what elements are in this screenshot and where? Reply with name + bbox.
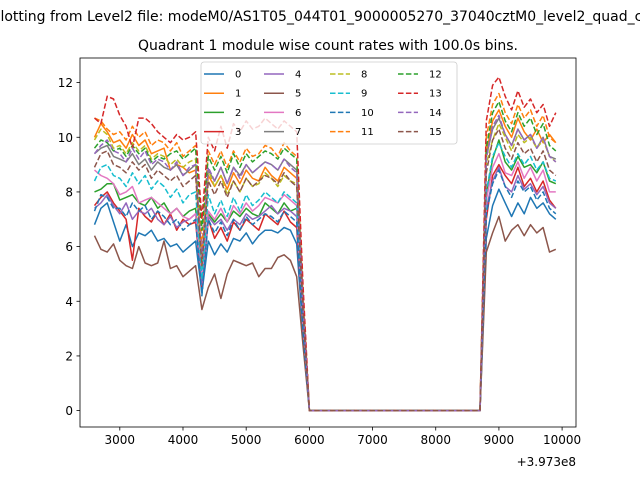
legend-label-15: 15: [429, 127, 442, 138]
figure-suptitle: Plotting from Level2 file: modeM0/AS1T05…: [0, 9, 640, 25]
y-tick-label: 10: [58, 131, 73, 145]
legend-label-8: 8: [361, 70, 367, 81]
x-tick-label: 7000: [357, 433, 388, 447]
x-tick-label: 8000: [420, 433, 451, 447]
plot-frame: [79, 57, 577, 428]
legend-label-13: 13: [429, 89, 442, 100]
chart-title: Quadrant 1 module wise count rates with …: [138, 38, 518, 54]
legend-label-0: 0: [235, 70, 241, 81]
y-axis: 0 2 4 6 8 10 12: [58, 76, 80, 418]
legend-label-9: 9: [361, 89, 367, 100]
legend-label-4: 4: [295, 70, 301, 81]
x-tick-label: 4000: [168, 433, 199, 447]
legend-label-14: 14: [429, 108, 442, 119]
legend-label-10: 10: [361, 108, 374, 119]
y-tick-label: 6: [65, 240, 73, 254]
series-layer: [93, 76, 557, 412]
legend-label-5: 5: [295, 89, 301, 100]
legend-box: [200, 61, 458, 145]
series-line-14: [93, 114, 557, 412]
y-tick-label: 0: [65, 404, 73, 418]
legend-label-3: 3: [235, 127, 241, 138]
y-tick-label: 12: [58, 76, 73, 90]
x-tick-label: 9000: [484, 433, 515, 447]
legend-label-2: 2: [235, 108, 241, 119]
x-offset-label: +3.973e8: [517, 455, 576, 469]
y-tick-label: 4: [65, 295, 73, 309]
x-tick-label: 5000: [231, 433, 262, 447]
legend-label-1: 1: [235, 89, 241, 100]
x-axis: 3000 4000 5000 6000 7000 8000 9000 10000: [105, 427, 581, 447]
legend-label-11: 11: [361, 127, 374, 138]
series-line-15: [93, 128, 557, 412]
x-tick-label: 10000: [543, 433, 581, 447]
legend-label-6: 6: [295, 108, 301, 119]
y-tick-label: 8: [65, 185, 73, 199]
x-tick-label: 6000: [294, 433, 325, 447]
legend-label-12: 12: [429, 70, 442, 81]
x-tick-label: 3000: [105, 433, 136, 447]
y-tick-label: 2: [65, 349, 73, 363]
legend-label-7: 7: [295, 127, 301, 138]
